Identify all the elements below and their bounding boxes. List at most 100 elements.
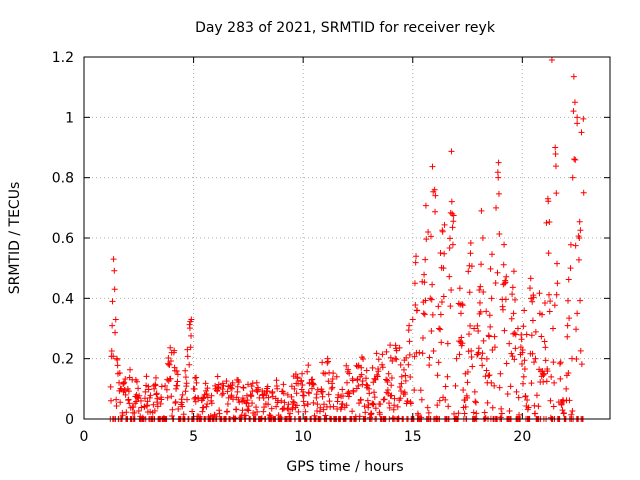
data-point xyxy=(470,409,477,416)
data-point xyxy=(567,241,574,248)
data-point xyxy=(422,202,429,209)
data-point xyxy=(269,389,276,396)
data-point xyxy=(300,392,307,399)
data-point xyxy=(284,405,291,412)
data-point xyxy=(528,295,535,302)
data-point xyxy=(169,406,176,413)
data-point xyxy=(396,344,403,351)
data-point xyxy=(234,388,241,395)
data-point xyxy=(308,385,315,392)
data-point xyxy=(111,267,118,274)
chart-title: Day 283 of 2021, SRMTID for receiver rey… xyxy=(195,20,496,36)
data-point xyxy=(369,400,376,407)
data-point xyxy=(379,361,386,368)
data-point xyxy=(320,401,327,408)
data-point xyxy=(261,404,268,411)
data-point xyxy=(502,279,509,286)
data-point xyxy=(540,372,547,379)
data-point xyxy=(122,375,129,382)
data-point xyxy=(496,384,503,391)
data-point xyxy=(471,325,478,332)
data-point xyxy=(245,381,252,388)
data-point xyxy=(376,411,383,418)
data-point xyxy=(563,385,570,392)
data-point xyxy=(379,364,386,371)
data-point xyxy=(291,385,298,392)
data-point xyxy=(368,410,375,417)
data-point xyxy=(409,316,416,323)
data-point xyxy=(421,311,428,318)
data-point xyxy=(204,400,211,407)
data-point xyxy=(326,398,333,405)
data-point xyxy=(333,373,340,380)
data-point xyxy=(491,382,498,389)
data-point xyxy=(291,399,298,406)
data-point xyxy=(329,375,336,382)
data-point xyxy=(179,391,186,398)
data-point xyxy=(320,370,327,377)
data-point xyxy=(398,380,405,387)
data-point xyxy=(343,402,350,409)
data-point xyxy=(356,413,363,420)
data-point xyxy=(359,377,366,384)
data-point xyxy=(386,404,393,411)
x-tick-label: 20 xyxy=(513,429,531,445)
data-point xyxy=(429,281,436,288)
data-point xyxy=(552,163,559,170)
data-point xyxy=(325,378,332,385)
data-point xyxy=(184,353,191,360)
data-point xyxy=(538,333,545,340)
data-point xyxy=(174,378,181,385)
data-point xyxy=(249,380,256,387)
data-point xyxy=(460,387,467,393)
data-point xyxy=(254,408,261,415)
data-point xyxy=(182,374,189,381)
data-point xyxy=(339,386,346,393)
data-point xyxy=(116,369,123,376)
data-point xyxy=(466,331,473,338)
data-point xyxy=(479,350,486,357)
data-point xyxy=(429,311,436,318)
data-point xyxy=(388,374,395,381)
data-point xyxy=(227,384,234,391)
data-point xyxy=(488,379,495,386)
data-point xyxy=(179,403,186,410)
data-point xyxy=(513,388,520,395)
data-point xyxy=(345,393,352,400)
data-point xyxy=(346,390,353,397)
data-point xyxy=(273,377,280,384)
data-point xyxy=(244,397,251,404)
data-point xyxy=(494,269,501,276)
data-point xyxy=(346,370,353,377)
data-point xyxy=(529,350,536,357)
data-point xyxy=(546,308,553,315)
data-point xyxy=(384,379,391,386)
data-point xyxy=(436,397,443,404)
data-point xyxy=(452,382,459,389)
data-point xyxy=(117,385,124,392)
data-point xyxy=(407,400,414,407)
data-point xyxy=(479,235,486,241)
data-point xyxy=(345,366,352,373)
data-point xyxy=(389,358,396,365)
data-point xyxy=(456,285,463,292)
data-point xyxy=(478,207,485,214)
data-point xyxy=(422,256,429,263)
data-point xyxy=(553,291,560,298)
data-point xyxy=(557,359,564,366)
data-point xyxy=(144,398,151,405)
data-point xyxy=(468,347,475,354)
data-point xyxy=(519,346,526,353)
data-point xyxy=(557,375,564,382)
data-point xyxy=(369,364,376,371)
data-point xyxy=(147,392,154,399)
data-point xyxy=(152,382,159,389)
data-point xyxy=(371,394,378,401)
data-point xyxy=(381,396,388,403)
data-point xyxy=(489,251,496,258)
data-point xyxy=(174,371,181,378)
data-point xyxy=(508,315,515,322)
data-point xyxy=(553,190,560,197)
